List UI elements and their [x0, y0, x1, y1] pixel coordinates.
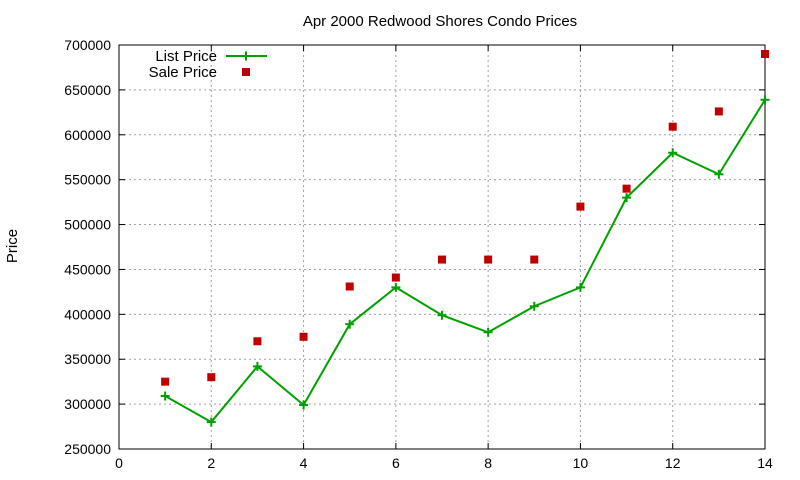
legend-plus-swatch [241, 51, 251, 61]
list-price-line [164, 99, 766, 424]
legend-label: List Price [155, 48, 217, 65]
x-tick-label: 14 [757, 455, 773, 471]
y-tick-label: 250000 [64, 441, 111, 457]
list-price-point [437, 310, 447, 320]
sale-price-point [299, 332, 308, 341]
y-tick-label: 600000 [64, 127, 111, 143]
list-price-point [391, 282, 401, 292]
list-price-point [529, 301, 539, 311]
list-price-point [760, 95, 770, 105]
legend-square-swatch [242, 68, 250, 76]
x-tick-label: 10 [573, 455, 589, 471]
plot-border [118, 44, 766, 450]
list-price-point [622, 193, 632, 203]
data-series [160, 49, 770, 427]
x-tick-label: 6 [392, 455, 400, 471]
list-price-point [575, 282, 585, 292]
sale-price-point [484, 255, 493, 264]
sale-price-point [438, 255, 446, 264]
sale-price-point [161, 377, 170, 386]
y-axis-label: Price [4, 229, 21, 263]
x-tick-label: 0 [115, 455, 123, 471]
list-price-point [206, 417, 216, 427]
sale-price-point [761, 49, 769, 58]
list-price-point [160, 391, 170, 401]
list-price-point [714, 169, 724, 179]
list-price-point [483, 327, 493, 337]
y-tick-label: 700000 [64, 37, 111, 53]
x-tick-label: 12 [665, 455, 681, 471]
plot-frame [118, 44, 766, 450]
sale-price-point [668, 122, 677, 131]
axis-ticks: 250000 300000 350000 400000 450000 500000 5500… [64, 37, 773, 471]
sale-price-point [714, 107, 723, 116]
series-sale-price [161, 49, 769, 386]
sale-price-point [253, 337, 262, 346]
y-tick-label: 450000 [64, 261, 111, 277]
list-price-point [345, 319, 355, 329]
chart-title: Apr 2000 Redwood Shores Condo Prices [303, 13, 577, 30]
list-price-point [668, 148, 678, 158]
y-tick-label: 400000 [64, 306, 111, 322]
sale-price-point [622, 184, 631, 193]
y-tick-label: 650000 [64, 82, 111, 98]
y-tick-label: 300000 [64, 396, 111, 412]
sale-price-point [391, 273, 400, 282]
list-price-point [299, 400, 309, 410]
list-price-point [252, 361, 262, 371]
legend-label: Sale Price [149, 64, 217, 81]
x-tick-label: 4 [300, 455, 308, 471]
y-tick-label: 350000 [64, 351, 111, 367]
series-list-price [160, 95, 770, 427]
x-tick-label: 8 [484, 455, 492, 471]
sale-price-point [576, 202, 585, 211]
sale-price-point [207, 373, 216, 382]
x-tick-label: 2 [207, 455, 215, 471]
sale-price-point [345, 282, 354, 291]
y-tick-label: 500000 [64, 217, 111, 233]
y-tick-label: 550000 [64, 172, 111, 188]
sale-price-point [530, 255, 539, 264]
grid-lines [119, 45, 765, 449]
